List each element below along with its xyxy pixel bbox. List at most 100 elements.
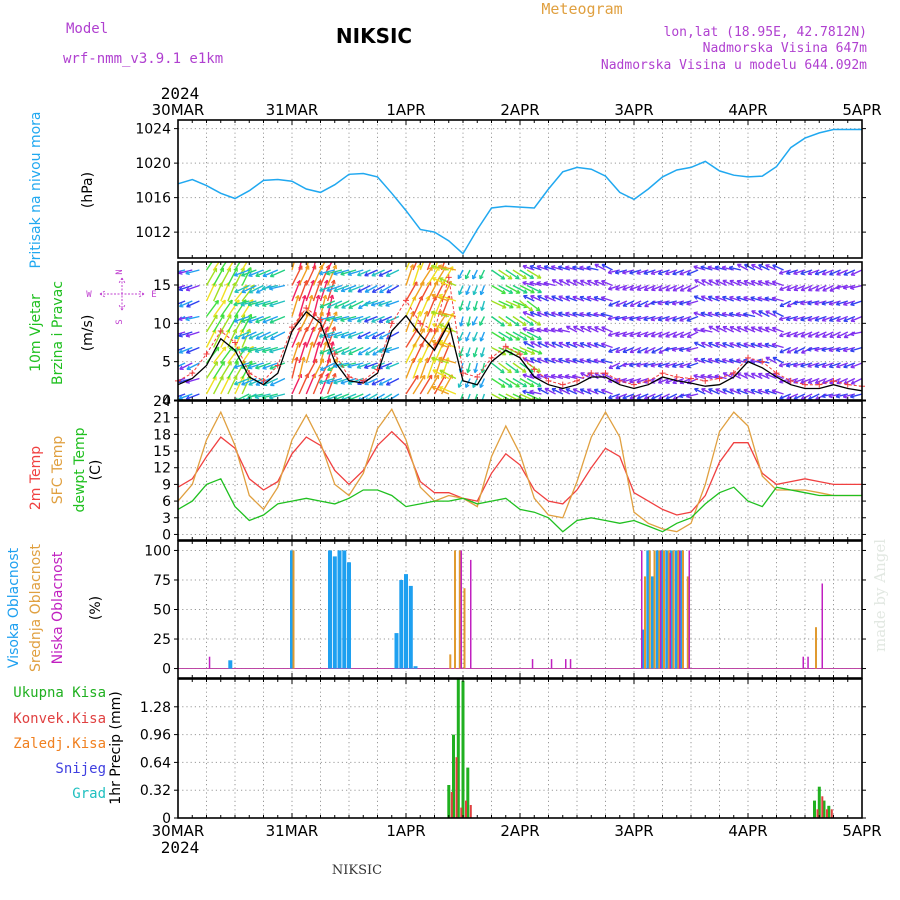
wind-arrow-head [607,269,613,275]
wind-arrow-head [565,311,570,317]
wind-arrow-head [261,285,267,291]
wind-arrow-head [764,296,769,302]
wind-arrow [466,347,471,358]
sfc-axis-title: SFC Temp [50,436,66,505]
wind-arrow [479,378,486,388]
wind-arrow [772,280,784,287]
wind-arrow-head [728,311,734,317]
wind-arrow-head [364,288,370,293]
wind-arrow [498,284,513,294]
wind-arrow [312,373,323,395]
wind-arrow [465,378,471,388]
dewpt-axis-title: dewpt Temp [72,427,88,512]
wind-arrow [693,358,706,364]
wind-arrow [262,315,279,324]
wind-arrow [551,279,564,287]
wind-arrow-head [600,296,606,301]
wind-arrow [779,346,792,354]
wind-arrow-head [693,357,698,363]
wind-arrow [751,310,763,318]
wind-arrow [615,362,628,370]
y-tick-label: 1024 [135,122,171,138]
wind-arrow [472,378,478,388]
wind-arrow-head [807,379,813,384]
wind-arrow-head [430,310,436,316]
gust-marker [203,351,210,357]
wind-arrow [779,284,792,291]
wind-arrow-head [538,397,542,400]
wind-arrow-head [807,333,813,338]
wind-arrow [750,326,763,333]
wind-arrow [438,386,457,395]
wind-arrow [333,315,350,321]
wind-arrow-head [480,352,485,358]
wind-arrow-head [465,290,470,296]
wind-arrow-head [636,362,641,368]
wind-arrow-head [779,348,784,354]
wind-arrow [227,314,239,333]
wind-arrow [412,264,421,286]
wind-arrow [378,300,393,307]
wind-arrow [665,269,678,275]
wind-arrow-head [679,317,684,322]
wind-arrow-head [729,279,734,285]
wind-arrow [843,331,856,339]
wind-arrow-head [480,306,485,312]
wind-arrow-head [757,326,763,331]
pressure-axis-unit: (hPa) [80,172,96,208]
wind-arrow-head [672,270,677,276]
wind-arrow [498,315,513,327]
wind-arrow-head [318,333,324,338]
wind-arrow-head [521,368,527,373]
wind-arrow-head [557,265,563,270]
wind-arrow-head [751,310,756,315]
wind-arrow-head [378,381,384,386]
wind-arrow [558,279,571,287]
x-label-top: 4APR [728,101,767,119]
wind-arrow-head [543,357,549,363]
product-title: Meteogram [541,0,622,18]
wind-arrow [743,280,756,287]
wind-arrow-head [821,363,827,369]
wind-arrow-head [836,317,841,322]
wind-arrow-head [326,303,332,309]
wind-arrow-head [464,274,470,280]
wind-arrow-head [750,342,755,348]
wind-arrow-head [650,332,656,338]
wind-arrow-head [843,363,848,369]
wind-arrow [312,295,320,317]
cloud_high-bar [641,629,646,669]
wind-arrow [298,341,307,364]
wind-arrow-head [836,333,842,339]
wind-arrow-head [268,394,274,400]
y-tick-label: 1016 [135,191,171,207]
wind-arrow-head [565,357,570,363]
wind-arrow [212,267,225,286]
wind-arrow [247,300,264,306]
wind-arrow-head [246,328,251,334]
wind-arrow [291,262,295,271]
wind-arrow-head [419,250,423,254]
wind-arrow [378,377,393,386]
wind-arrow [333,377,350,384]
wind-arrow [498,269,513,280]
wind-arrow-head [508,336,513,341]
wind-arrow-head [458,306,464,311]
wind-arrow [850,393,862,398]
wind-arrow-head [378,334,384,340]
wind-arrow-head [479,383,484,389]
wind-arrow-head [607,315,612,321]
wind-arrow-head [551,295,556,300]
x-label-top: 3APR [614,101,653,119]
panel-frame-1 [177,119,863,259]
wind-arrow [426,262,432,271]
gust-marker [559,381,566,388]
wind-arrow [651,331,663,338]
wind-arrow-head [615,286,620,291]
wind-arrow-head [432,369,437,374]
wind-arrow [205,299,219,317]
wind-arrow [679,331,692,338]
wind-arrow [334,346,350,355]
wind-arrow [440,327,453,348]
wind-arrow [580,326,592,333]
